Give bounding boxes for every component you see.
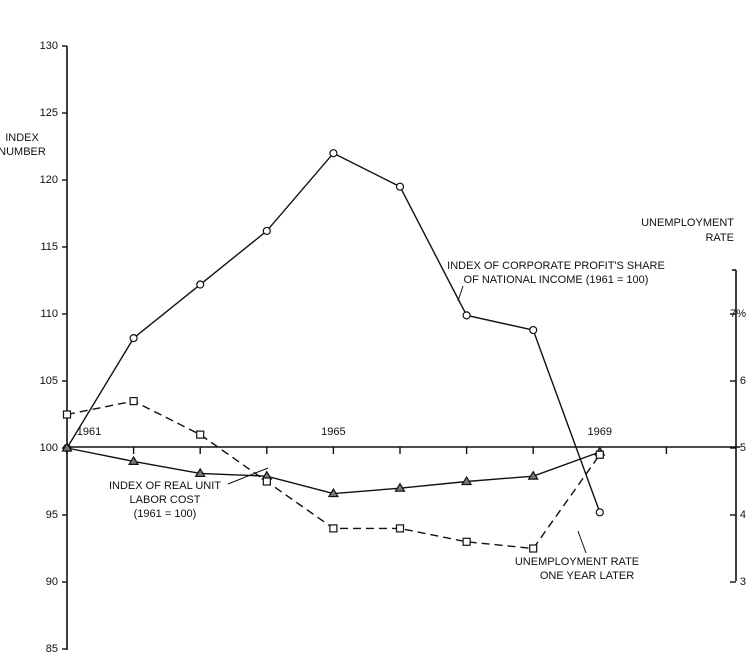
y2-axis-label: RATE: [705, 232, 734, 244]
marker: [595, 450, 604, 459]
y-axis-label: NUMBER: [0, 146, 46, 158]
marker: [529, 544, 538, 553]
marker: [461, 475, 473, 486]
annotation: ONE YEAR LATER: [540, 570, 634, 582]
leader-line: [577, 530, 587, 554]
y2-tick-label: 3: [740, 576, 746, 588]
marker: [527, 470, 539, 480]
y-tick-label: 120: [40, 174, 58, 186]
y-axis-label: INDEX: [5, 132, 39, 144]
y-tick-label: 90: [46, 576, 58, 588]
y-tick-label: 130: [40, 40, 58, 52]
y2-tick-label: 7%: [730, 308, 746, 320]
y2-tick-label: 5: [740, 442, 746, 454]
marker: [595, 508, 604, 517]
marker: [196, 280, 205, 289]
y2-tick-label: 6: [740, 375, 746, 387]
y-tick-label: 95: [46, 509, 58, 521]
y-tick-label: 110: [40, 308, 58, 320]
y2-axis-label: UNEMPLOYMENT: [641, 217, 734, 229]
y-tick-label: 85: [46, 643, 58, 652]
y-tick-label: 105: [40, 375, 58, 387]
marker: [61, 442, 73, 452]
y-tick-label: 125: [40, 107, 58, 119]
x-tick-label: 1965: [321, 426, 345, 438]
marker: [62, 410, 72, 419]
marker: [129, 397, 138, 406]
annotation: UNEMPLOYMENT RATE: [515, 556, 639, 568]
marker: [395, 182, 405, 191]
marker: [395, 524, 405, 533]
marker: [462, 537, 471, 546]
marker: [262, 477, 271, 486]
marker: [529, 325, 538, 335]
marker: [128, 455, 140, 465]
y2-tick-label: 4: [740, 509, 746, 521]
annotation: INDEX OF REAL UNIT: [109, 480, 221, 492]
series-line: [66, 152, 601, 513]
annotation: LABOR COST: [130, 494, 201, 506]
y-tick-label: 100: [40, 442, 58, 454]
marker: [329, 524, 338, 533]
marker: [129, 334, 138, 343]
annotation: OF NATIONAL INCOME (1961 = 100): [464, 274, 649, 286]
marker: [196, 430, 205, 439]
marker: [462, 311, 471, 320]
marker: [327, 487, 339, 498]
marker: [329, 149, 338, 158]
annotation: INDEX OF CORPORATE PROFIT'S SHARE: [447, 260, 665, 272]
leader-line: [457, 285, 464, 302]
marker: [262, 226, 271, 236]
y-tick-label: 115: [40, 241, 58, 253]
marker: [394, 482, 406, 492]
annotation: (1961 = 100): [134, 508, 197, 520]
x-tick-label: 1961: [77, 426, 101, 438]
x-tick-label: 1969: [588, 426, 612, 438]
marker: [194, 467, 206, 478]
